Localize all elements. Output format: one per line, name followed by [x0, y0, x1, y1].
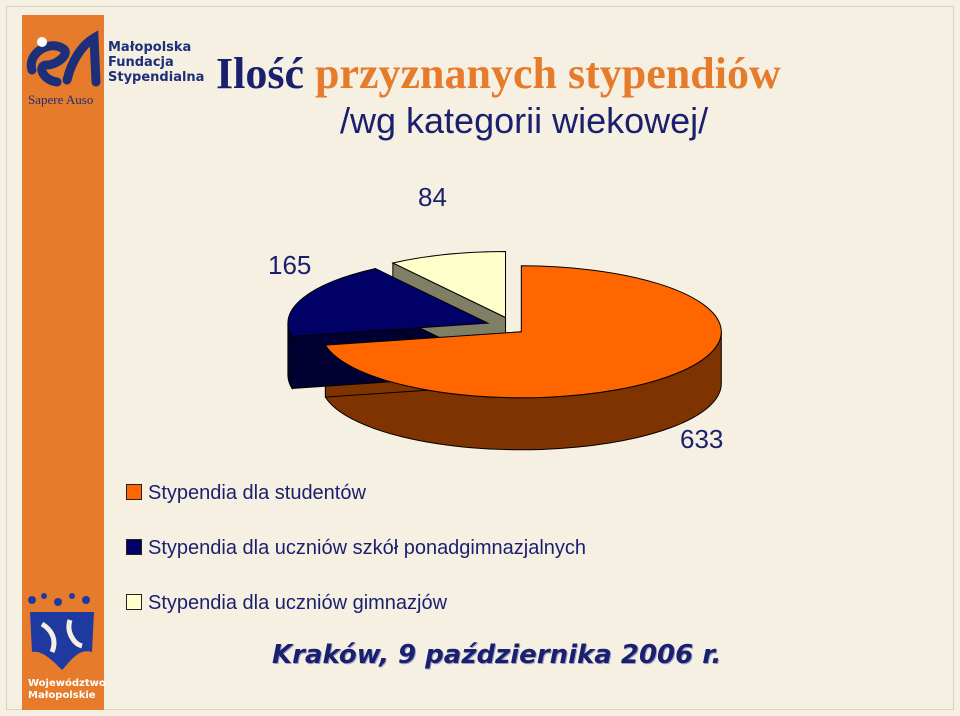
chart-subtitle: /wg kategorii wiekowej/	[340, 100, 709, 141]
legend-label-gymnasium: Stypendia dla uczniów gimnazjów	[148, 592, 448, 614]
pie-slice-students	[324, 265, 722, 399]
org-name-line2: Fundacja	[108, 55, 174, 70]
legend-item-secondary: Stypendia dla uczniów szkół ponadgimnazj…	[126, 537, 586, 560]
legend-item-gymnasium: Stypendia dla uczniów gimnazjów	[126, 592, 447, 615]
org-name-line3: Stypendialna	[108, 70, 205, 85]
slide-frame	[6, 6, 954, 710]
legend-swatch-gymnasium	[126, 593, 142, 610]
legend-label-secondary: Stypendia dla uczniów szkół ponadgimnazj…	[148, 537, 587, 559]
data-label-84: 84	[418, 182, 447, 212]
legend-swatch-students	[126, 483, 142, 500]
org-name-line1: Małopolska	[108, 40, 192, 55]
region-emblem-icon	[28, 593, 94, 670]
region-name-line2: Małopolskie	[28, 690, 96, 701]
pie-slice-gymnasium	[391, 250, 507, 319]
data-label-633: 633	[680, 424, 724, 454]
legend-swatch-secondary	[126, 538, 142, 555]
motto-text: Sapere Auso	[28, 92, 94, 107]
region-logo: Województwo Małopolskie	[22, 590, 106, 710]
chart-title: Ilość przyznanych stypendiów	[216, 48, 781, 99]
title-word-2: przyznanych stypendiów	[315, 49, 781, 98]
footer-date: Kraków, 9 października 2006 r.	[272, 640, 722, 670]
region-name-line1: Województwo	[28, 678, 106, 689]
data-label-165: 165	[268, 250, 312, 280]
foundation-emblem-icon	[26, 30, 101, 87]
legend-label-students: Stypendia dla studentów	[148, 482, 366, 504]
sidebar-stripe	[22, 15, 104, 710]
legend-item-students: Stypendia dla studentów	[126, 482, 366, 505]
pie-slice-secondary	[287, 268, 490, 337]
foundation-logo: Małopolska Fundacja Stypendialna Sapere …	[22, 20, 204, 115]
title-word-1: Ilość	[216, 49, 304, 98]
